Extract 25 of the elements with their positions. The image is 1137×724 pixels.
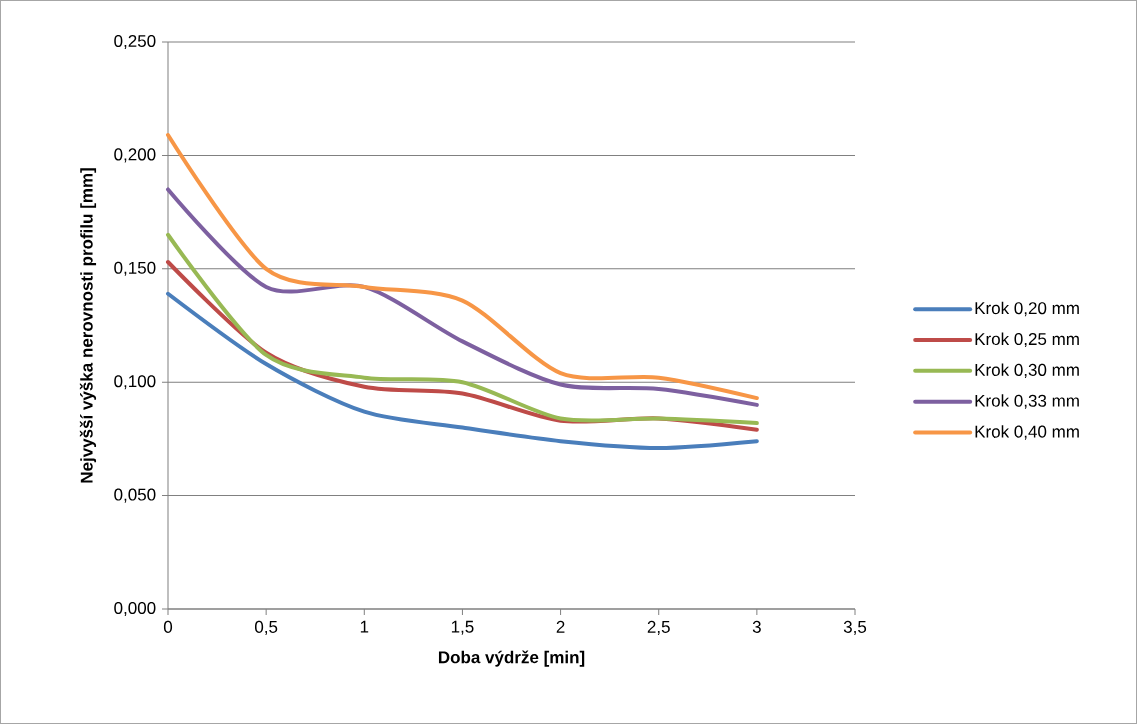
- y-axis-title: Nejvyšší výška nerovnosti profilu [mm]: [79, 168, 97, 483]
- legend-label: Krok 0,33 mm: [975, 394, 1079, 409]
- x-tick-label: 2: [556, 620, 565, 633]
- y-tick-label: 0,200: [114, 148, 156, 163]
- line-series: [166, 132, 759, 401]
- y-tick-label: 0,150: [114, 261, 156, 276]
- x-tick-label: 2,5: [647, 620, 670, 635]
- x-tick-label: 1: [360, 620, 369, 633]
- y-tick-label: 0,000: [114, 601, 156, 617]
- x-tick-label: 3,5: [843, 620, 867, 635]
- legend-label: Krok 0,20 mm: [975, 301, 1079, 317]
- legend-label: Krok 0,30 mm: [975, 363, 1079, 378]
- x-tick-label: 0,5: [254, 620, 278, 635]
- y-tick-label: 0,100: [114, 375, 156, 390]
- x-tick-label: 3: [752, 620, 761, 633]
- line-series: [166, 232, 759, 426]
- line-series: [166, 187, 759, 407]
- line-series: [166, 291, 759, 450]
- legend-label: Krok 0,25 mm: [975, 332, 1079, 348]
- x-tick-label: 1,5: [451, 620, 474, 635]
- y-tick-label: 0,250: [114, 34, 156, 50]
- x-axis-title: Doba výdrže [min]: [438, 650, 585, 667]
- legend-label: Krok 0,40 mm: [975, 425, 1079, 440]
- y-tick-label: 0,050: [114, 488, 156, 503]
- x-tick-label: 0: [163, 620, 173, 633]
